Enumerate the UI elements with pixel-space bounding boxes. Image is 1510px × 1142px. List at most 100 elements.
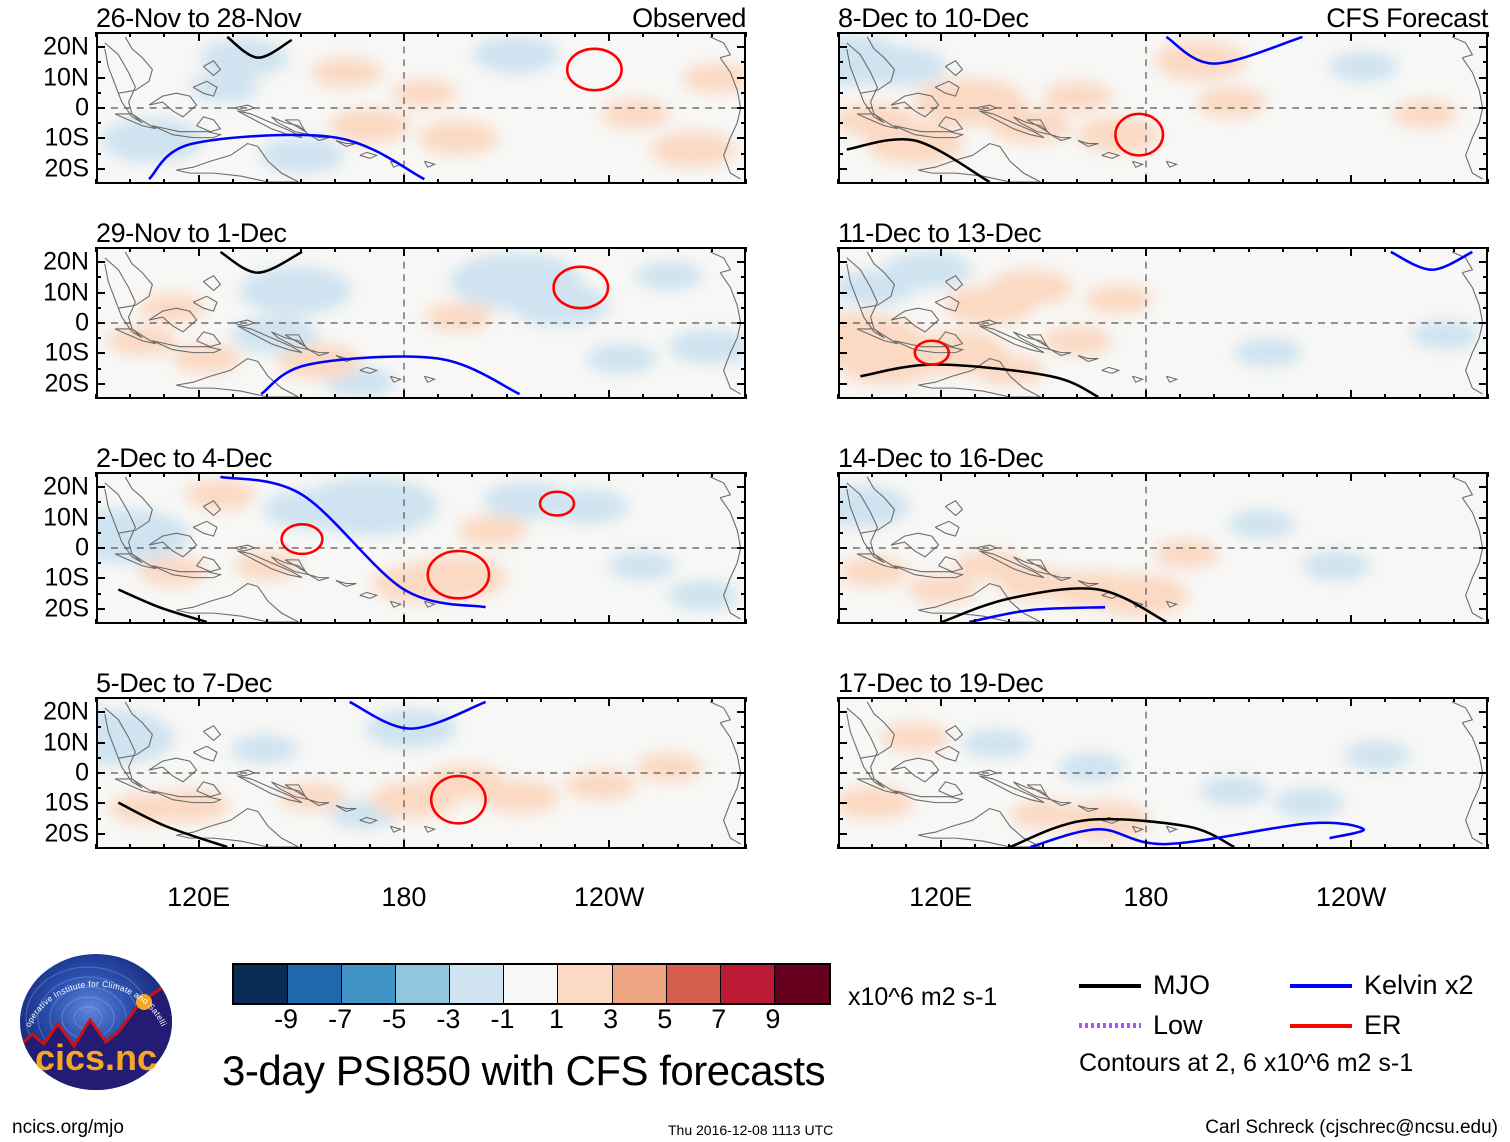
y-axis-tick <box>96 276 101 279</box>
y-axis-ticklabel: 0 <box>75 308 89 337</box>
x-axis-tick <box>1213 619 1216 624</box>
x-axis-tick <box>642 394 645 399</box>
x-axis-tick <box>676 844 679 849</box>
y-axis-tick <box>1483 592 1488 595</box>
colorbar-swatch <box>774 965 829 1003</box>
x-axis-tick <box>1315 32 1318 37</box>
kelvin-contour <box>968 605 1106 622</box>
y-axis-tick <box>96 107 105 109</box>
x-axis-tick <box>1350 840 1353 849</box>
x-axis-tick <box>905 844 908 849</box>
x-axis-tick <box>1350 390 1353 399</box>
kelvin-contour <box>148 133 425 181</box>
colorbar-ticklabel: 1 <box>549 1004 565 1034</box>
footer-author: Carl Schreck (cjschrec@ncsu.edu) <box>1205 1117 1498 1138</box>
panel-fcs-1: 8-Dec to 10-Dec CFS Forecast <box>837 5 1489 184</box>
x-axis-tick <box>95 697 97 702</box>
x-axis-tick <box>1487 619 1489 624</box>
x-axis-tick <box>1247 394 1250 399</box>
x-axis-ticklabel: 120E <box>167 882 231 912</box>
er-contour <box>913 339 951 366</box>
y-axis-tick <box>741 276 746 279</box>
x-axis-tick <box>1384 619 1387 624</box>
x-axis-tick <box>1213 472 1216 477</box>
mjo-contour <box>117 801 228 847</box>
x-axis-tick <box>1350 32 1353 41</box>
x-axis-tick <box>1213 247 1216 252</box>
x-axis-tick <box>608 697 611 706</box>
y-axis-tick <box>737 291 746 294</box>
y-axis-tick <box>838 306 843 309</box>
colorbar-ticklabel: -9 <box>274 1004 299 1034</box>
x-axis-tick <box>676 697 679 702</box>
x-axis-tick <box>1144 247 1147 256</box>
y-axis-tick <box>1479 167 1488 170</box>
x-axis-tick <box>300 844 303 849</box>
psi850-anomaly-field <box>98 699 744 847</box>
x-axis-tick <box>368 247 371 252</box>
y-axis-tick <box>1479 832 1488 835</box>
y-axis-tick <box>838 46 847 49</box>
y-axis-tick <box>1479 291 1488 294</box>
y-axis-tick <box>96 516 105 519</box>
x-axis-tick <box>1110 179 1113 184</box>
x-axis-tick <box>1076 247 1079 252</box>
y-axis-tick <box>838 61 843 64</box>
x-axis-tick <box>1110 619 1113 624</box>
x-axis-tick <box>642 844 645 849</box>
colorbar-swatch <box>234 965 289 1003</box>
er-contour <box>538 490 576 517</box>
y-axis-tick <box>1479 772 1488 774</box>
y-axis-tick <box>741 501 746 504</box>
panel-obs-3: 2-Dec to 4-Dec 20N 10N 0 10S 20S <box>43 445 747 624</box>
y-axis-tick <box>1483 726 1488 729</box>
y-axis-tick <box>1479 577 1488 580</box>
x-axis-tick <box>471 844 474 849</box>
x-axis-tick <box>745 619 747 624</box>
x-axis-tick <box>710 247 713 252</box>
x-axis-tick <box>163 472 166 477</box>
x-axis-tick <box>539 247 542 252</box>
x-axis-tick <box>368 179 371 184</box>
x-axis-tick <box>334 32 337 37</box>
x-axis-tick <box>1384 247 1387 252</box>
mjo-contour <box>941 587 1167 622</box>
x-axis-tick <box>871 32 874 37</box>
x-axis-tick <box>1179 472 1182 477</box>
mjo-contour <box>219 250 303 274</box>
y-axis-tick <box>1483 91 1488 94</box>
x-axis-tick <box>573 247 576 252</box>
x-axis-tick <box>471 247 474 252</box>
x-axis-tick <box>642 32 645 37</box>
x-axis-tick <box>573 697 576 702</box>
y-axis-tick <box>1479 137 1488 140</box>
y-axis-tick <box>737 137 746 140</box>
x-axis-tick <box>163 179 166 184</box>
x-axis-tick <box>1179 619 1182 624</box>
x-axis-tick <box>1281 247 1284 252</box>
x-axis-tick <box>163 619 166 624</box>
y-axis-tick <box>838 152 843 155</box>
x-axis-tick <box>1110 697 1113 702</box>
y-axis-tick <box>96 756 101 759</box>
x-axis-tick <box>1281 32 1284 37</box>
y-axis-tick <box>1479 352 1488 355</box>
y-axis-tick <box>737 167 746 170</box>
x-axis-tick <box>197 175 200 184</box>
y-axis-tick <box>737 741 746 744</box>
x-axis-tick <box>95 844 97 849</box>
x-axis-tick <box>266 32 269 37</box>
x-axis-tick <box>95 179 97 184</box>
x-axis-tick <box>1281 179 1284 184</box>
panel-date-title: 8-Dec to 10-Dec <box>838 3 1029 33</box>
x-axis-tick <box>905 619 908 624</box>
y-axis-tick <box>1479 711 1488 714</box>
x-axis-tick <box>437 247 440 252</box>
y-axis-tick <box>96 547 105 549</box>
y-axis-tick <box>838 607 847 610</box>
footer-site-link[interactable]: ncics.org/mjo <box>12 1117 124 1138</box>
colorbar-swatch <box>288 965 343 1003</box>
y-axis-tick <box>1483 787 1488 790</box>
y-axis-tick <box>838 592 843 595</box>
panel-date-title: 17-Dec to 19-Dec <box>838 668 1044 698</box>
